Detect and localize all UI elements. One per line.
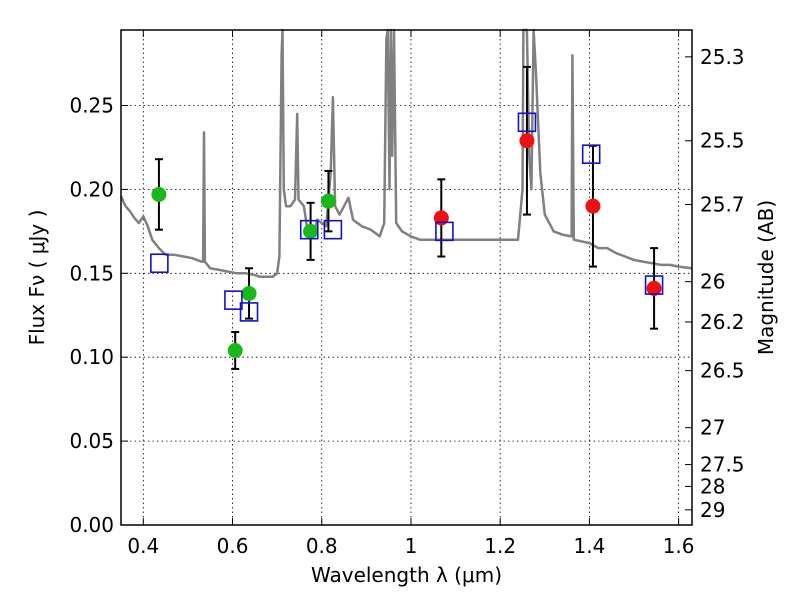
right-tick-label: 29 bbox=[700, 498, 725, 522]
x-tick-label: 1.6 bbox=[663, 534, 695, 558]
y-tick-label: 0.00 bbox=[69, 513, 114, 537]
y-tick-label: 0.15 bbox=[69, 261, 114, 285]
green-data-point bbox=[227, 342, 243, 358]
x-tick-label: 0.8 bbox=[306, 534, 338, 558]
y-tick-label: 0.20 bbox=[69, 177, 114, 201]
model-flux-square bbox=[644, 275, 664, 295]
x-tick-label: 0.4 bbox=[127, 534, 159, 558]
green-data-point bbox=[241, 285, 257, 301]
right-tick-label: 26 bbox=[700, 270, 725, 294]
x-tick-label: 0.6 bbox=[217, 534, 249, 558]
x-tick-label: 1 bbox=[405, 534, 418, 558]
red-data-point bbox=[519, 133, 535, 149]
green-data-point bbox=[320, 193, 336, 209]
grid-lines bbox=[121, 30, 692, 526]
model-flux-square bbox=[581, 144, 601, 164]
right-tick-label: 26.5 bbox=[700, 359, 745, 383]
right-axis-title: Magnitude (AB) bbox=[754, 200, 778, 355]
red-data-point bbox=[585, 198, 601, 214]
y-tick-label: 0.25 bbox=[69, 94, 114, 118]
model-flux-square bbox=[435, 221, 454, 242]
right-tick-label: 25.3 bbox=[700, 45, 745, 69]
right-tick-label: 25.7 bbox=[700, 193, 745, 217]
y-tick-label: 0.05 bbox=[69, 429, 114, 453]
green-data-point bbox=[151, 186, 167, 202]
model-flux-square bbox=[239, 302, 259, 322]
model-flux-square bbox=[323, 219, 343, 240]
green-data-point bbox=[303, 223, 319, 239]
data-points bbox=[150, 65, 664, 370]
model-flux-square bbox=[224, 290, 243, 310]
right-tick-label: 28 bbox=[700, 474, 725, 498]
plot-area-frame bbox=[120, 29, 693, 526]
axis-ticks: 0.4 0.6 0.8 1 1.2 1.4 1.6 0.00 0.05 0.10 0.15 0.20 0… bbox=[69, 30, 745, 558]
model-flux-square bbox=[150, 253, 169, 274]
model-flux-square bbox=[299, 219, 319, 240]
right-tick-label: 27 bbox=[700, 416, 725, 440]
x-tick-label: 1.2 bbox=[484, 534, 516, 558]
right-tick-label: 25.5 bbox=[700, 129, 745, 153]
x-axis-title: Wavelength λ (μm) bbox=[311, 563, 502, 587]
template-spectrum-line bbox=[119, 28, 693, 278]
y-axis-title: Flux Fν ( μJy ) bbox=[25, 210, 49, 346]
model-flux-square bbox=[517, 112, 537, 133]
template-spectrum bbox=[119, 28, 693, 278]
y-tick-label: 0.10 bbox=[69, 345, 114, 369]
red-data-point bbox=[646, 280, 662, 296]
right-tick-label: 27.5 bbox=[700, 453, 745, 477]
x-tick-label: 1.4 bbox=[573, 534, 605, 558]
right-tick-label: 26.2 bbox=[700, 310, 745, 334]
